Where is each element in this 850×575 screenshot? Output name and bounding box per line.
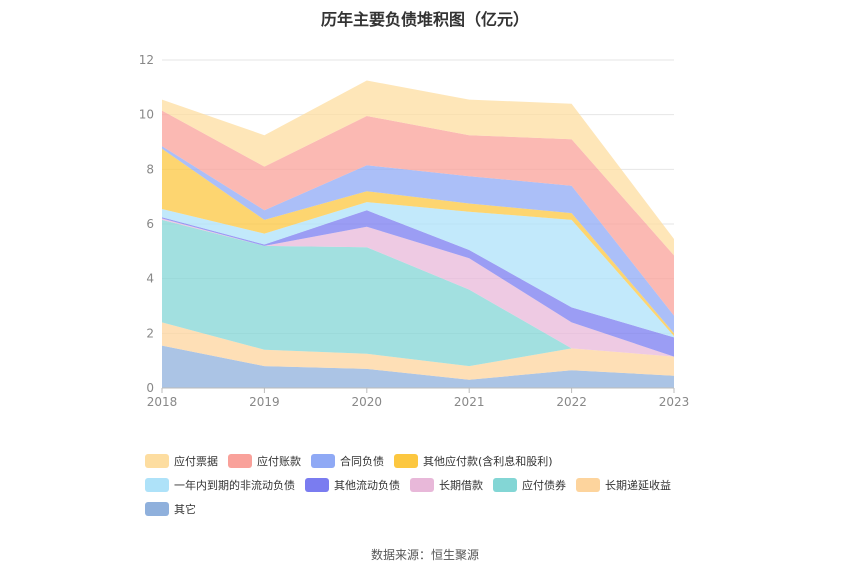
area-合同负债 <box>162 146 674 334</box>
legend-swatch <box>410 478 434 492</box>
legend-label: 其他应付款(含利息和股利) <box>423 455 553 468</box>
area-其他流动负债 <box>162 210 674 357</box>
area-应付票据 <box>162 80 674 256</box>
y-tick-label: 2 <box>146 326 154 340</box>
legend-item[interactable]: 长期借款 <box>410 477 483 493</box>
legend-item[interactable]: 其他流动负债 <box>305 477 400 493</box>
area-其它 <box>162 345 674 388</box>
legend-item[interactable]: 一年内到期的非流动负债 <box>145 477 295 493</box>
y-tick-label: 0 <box>146 381 154 395</box>
legend-label: 合同负债 <box>340 455 384 468</box>
area-一年内到期的非流动负债 <box>162 202 674 338</box>
legend-label: 应付债券 <box>522 479 566 492</box>
legend-row: 一年内到期的非流动负债 其他流动负债 长期借款 应付债券 长期递延收益 <box>145 473 745 497</box>
legend-swatch <box>394 454 418 468</box>
y-tick-label: 4 <box>146 272 154 286</box>
legend-item[interactable]: 长期递延收益 <box>576 477 671 493</box>
legend-label: 一年内到期的非流动负债 <box>174 479 295 492</box>
legend-row: 应付票据 应付账款 合同负债 其他应付款(含利息和股利) <box>145 449 745 473</box>
stacked-area-chart: 0 2 4 6 8 10 12 2018 2019 2020 2021 2022 2023 <box>139 53 690 409</box>
y-tick-label: 10 <box>139 108 154 122</box>
legend-swatch <box>145 454 169 468</box>
legend-swatch <box>576 478 600 492</box>
x-tick-label: 2022 <box>556 395 587 409</box>
legend-item[interactable]: 应付账款 <box>228 453 301 469</box>
x-tick-label: 2020 <box>352 395 383 409</box>
legend-row: 其它 <box>145 497 745 521</box>
legend-label: 应付票据 <box>174 455 218 468</box>
area-series <box>162 80 674 388</box>
area-应付债券 <box>162 219 674 367</box>
legend-swatch <box>311 454 335 468</box>
axes: 0 2 4 6 8 10 12 2018 2019 2020 2021 2022 2023 <box>139 53 690 409</box>
area-应付账款 <box>162 110 674 316</box>
legend-swatch <box>228 454 252 468</box>
legend-item[interactable]: 其他应付款(含利息和股利) <box>394 453 553 469</box>
y-tick-label: 8 <box>146 162 154 176</box>
legend-item[interactable]: 应付债券 <box>493 477 566 493</box>
x-tick-label: 2018 <box>147 395 178 409</box>
x-tick-label: 2023 <box>659 395 690 409</box>
legend-item[interactable]: 应付票据 <box>145 453 218 469</box>
legend-swatch <box>145 502 169 516</box>
legend-label: 其他流动负债 <box>334 479 400 492</box>
legend-label: 其它 <box>174 503 196 516</box>
chart-title: 历年主要负债堆积图（亿元） <box>320 10 529 29</box>
x-tick-label: 2019 <box>249 395 280 409</box>
legend-swatch <box>493 478 517 492</box>
legend-item[interactable]: 其它 <box>145 501 196 517</box>
legend-swatch <box>305 478 329 492</box>
area-长期递延收益 <box>162 322 674 380</box>
legend-label: 应付账款 <box>257 455 301 468</box>
y-tick-label: 12 <box>139 53 154 67</box>
legend-label: 长期借款 <box>439 479 483 492</box>
legend-label: 长期递延收益 <box>605 479 671 492</box>
legend-item[interactable]: 合同负债 <box>311 453 384 469</box>
legend-swatch <box>145 478 169 492</box>
y-tick-label: 6 <box>146 217 154 231</box>
legend: 应付票据 应付账款 合同负债 其他应付款(含利息和股利) 一年内到期的非流动负债 其他流动… <box>145 449 745 521</box>
x-tick-label: 2021 <box>454 395 485 409</box>
source-note: 数据来源：恒生聚源 <box>370 548 479 562</box>
area-长期借款 <box>162 218 674 357</box>
